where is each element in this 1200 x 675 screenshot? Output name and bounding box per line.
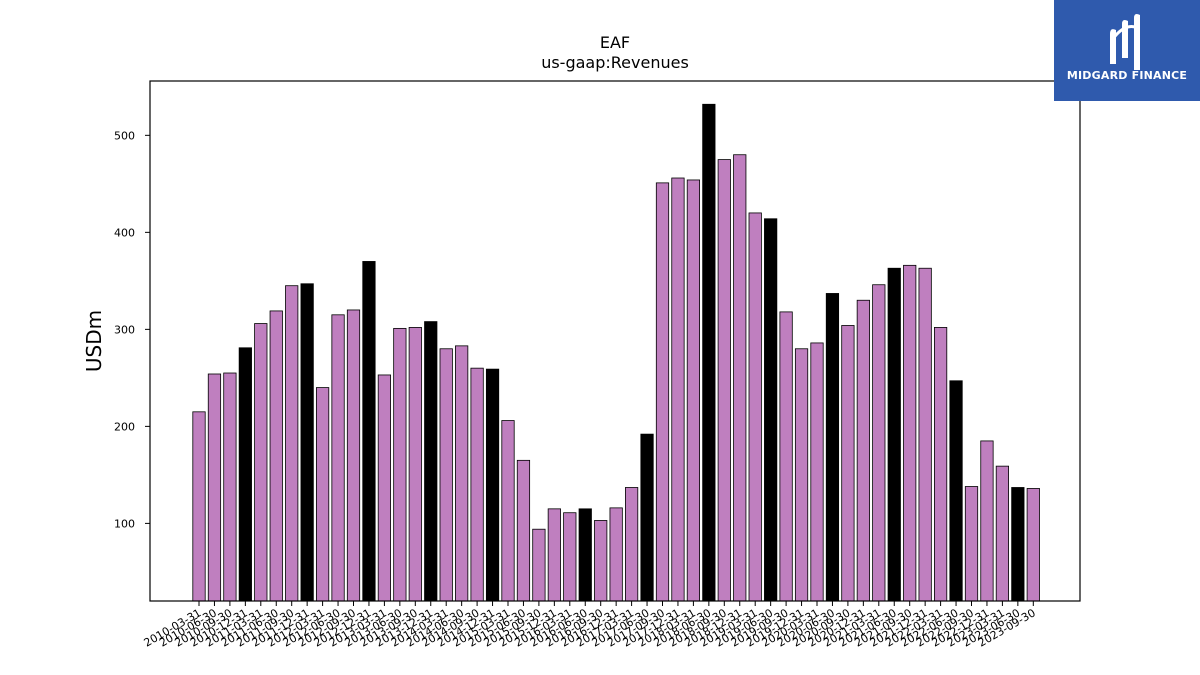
bar-2016-12-31 [609, 507, 623, 602]
bar-2017-03-31 [625, 487, 639, 602]
bar-2013-12-31 [424, 321, 438, 602]
bar-2022-09-30 [964, 486, 979, 602]
bar-2015-12-31 [547, 508, 561, 602]
bar-2014-09-30 [470, 367, 484, 602]
y-tick-label: 100 [114, 517, 135, 530]
bar-2011-09-30 [285, 285, 299, 602]
bar-2013-06-30 [393, 327, 407, 602]
bar-2018-06-30 [702, 103, 716, 602]
bar-2016-03-31 [563, 512, 577, 602]
bar-2020-09-30 [841, 325, 855, 602]
bar-2013-03-31 [377, 374, 392, 602]
midgard-finance-logo: MIDGARD FINANCE [1054, 0, 1200, 101]
bar-2010-12-31 [238, 347, 252, 602]
bar-2015-03-31 [501, 420, 515, 602]
bar-2021-09-30 [903, 264, 917, 602]
bar-2012-09-30 [346, 309, 361, 602]
bar-2021-03-31 [872, 284, 886, 602]
bar-2023-03-31 [995, 465, 1010, 602]
bar-2010-03-31 [192, 411, 206, 602]
bar-2020-03-31 [810, 342, 824, 602]
bar-2014-03-31 [439, 348, 453, 602]
bar-2011-03-31 [254, 323, 268, 602]
bar-2021-06-30 [887, 267, 901, 602]
bar-2018-03-31 [686, 179, 701, 602]
bar-2022-06-30 [949, 380, 963, 602]
bar-2011-12-31 [300, 283, 314, 602]
y-tick-label: 500 [114, 129, 135, 142]
x-axis: 2010-03-312010-06-302010-09-302010-12-31… [142, 601, 1038, 650]
bar-2012-06-30 [331, 314, 345, 602]
bar-2022-03-31 [934, 327, 948, 602]
plot-frame [149, 80, 1081, 602]
y-axis: 100 200 300 400 500 [114, 129, 150, 530]
bar-2016-09-30 [594, 520, 608, 602]
bar-2014-06-30 [455, 345, 469, 602]
bar-2023-06-30 [1011, 487, 1025, 602]
bar-2015-09-30 [532, 528, 546, 602]
bar-2023-09-30 [1026, 488, 1040, 602]
y-tick-label: 400 [114, 226, 135, 239]
bar-2019-06-30 [764, 218, 778, 602]
logo-text: MIDGARD FINANCE [1066, 69, 1188, 82]
bar-2019-03-31 [748, 212, 762, 602]
bar-2017-06-30 [640, 433, 654, 602]
bar-2021-12-31 [918, 267, 932, 602]
bar-2019-12-31 [794, 348, 809, 602]
midgard-logo-icon [1110, 14, 1140, 70]
bar-2020-12-31 [856, 299, 870, 602]
bar-2011-06-30 [269, 310, 283, 602]
bar-2018-12-31 [733, 154, 747, 602]
bar-2015-06-30 [516, 459, 531, 602]
bar-2010-09-30 [223, 372, 237, 602]
bar-2010-06-30 [207, 373, 222, 602]
bar-2017-09-30 [655, 182, 670, 602]
bar-2019-09-30 [779, 311, 793, 602]
bar-2012-03-31 [315, 387, 330, 602]
bar-2013-09-30 [408, 327, 422, 602]
chart-title: EAF [600, 33, 630, 52]
bars-group [192, 103, 1040, 602]
y-axis-label: USDm [82, 310, 106, 372]
y-tick-label: 300 [114, 323, 135, 336]
bar-2022-12-31 [980, 440, 994, 602]
bar-2020-06-30 [825, 293, 840, 602]
bar-2014-12-31 [485, 368, 500, 602]
bar-2017-12-31 [671, 177, 685, 602]
bar-2012-12-31 [362, 261, 376, 602]
y-tick-label: 200 [114, 420, 135, 433]
bar-2018-09-30 [717, 159, 731, 602]
chart-subtitle: us-gaap:Revenues [541, 53, 689, 72]
bar-2016-06-30 [578, 508, 592, 602]
